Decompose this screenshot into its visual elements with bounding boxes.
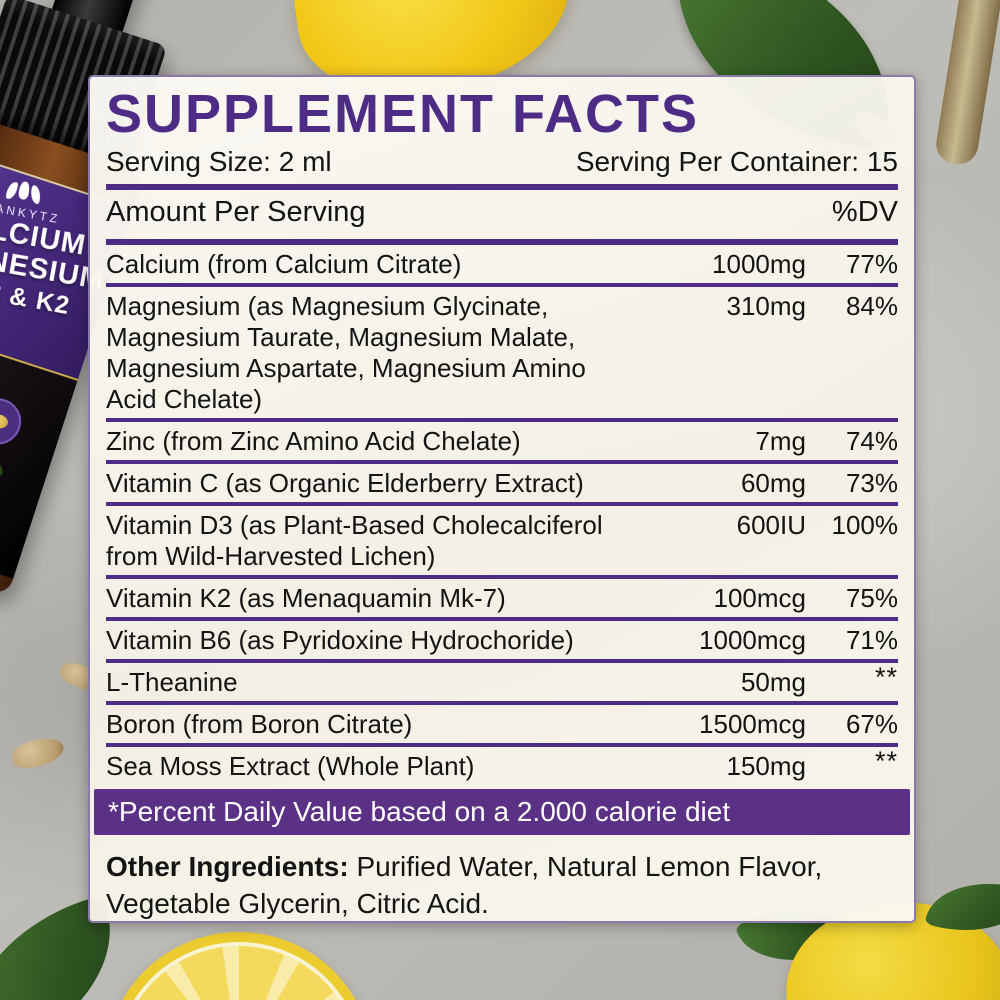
row-divider <box>106 460 898 464</box>
cinnamon-stick-photo <box>933 0 1000 168</box>
row-divider <box>106 701 898 705</box>
other-ingredients-text: Purified Water, Natural Lemon Flavor, Ve… <box>106 851 823 919</box>
nutrient-dv: 71% <box>845 625 898 655</box>
nutrient-name: Vitamin B6 (as Pyridoxine Hydrochoride) <box>106 625 574 655</box>
nutrient-amount: 150mg <box>726 751 807 781</box>
nutrient-name: Boron (from Boron Citrate) <box>106 709 413 739</box>
nutrient-row: L-Theanine 50mg ** <box>106 662 898 701</box>
row-divider <box>106 502 898 506</box>
divider-thick <box>106 184 898 190</box>
nutrient-dv: 73% <box>845 468 898 498</box>
nutrient-amount: 600IU <box>736 510 806 540</box>
supplement-facts-panel: SUPPLEMENT FACTS Serving Size: 2 ml Serv… <box>88 75 916 923</box>
nutrient-row: Calcium (from Calcium Citrate) 1000mg 77% <box>106 245 898 283</box>
nutrient-amount: 7mg <box>755 426 806 456</box>
row-divider <box>106 743 898 747</box>
nutrient-amount: 1000mg <box>712 249 806 279</box>
other-ingredients: Other Ingredients: Purified Water, Natur… <box>106 848 898 922</box>
lemon-badge <box>0 394 25 448</box>
nutrient-row: Vitamin C (as Organic Elderberry Extract… <box>106 464 898 502</box>
nutrient-amount: 60mg <box>740 468 806 498</box>
nutrient-name: Magnesium (as Magnesium Glycinate, Magnes… <box>106 291 586 414</box>
row-divider <box>106 659 898 663</box>
nutrient-amount: 1500mcg <box>699 709 806 739</box>
serving-info-row: Serving Size: 2 ml Serving Per Container… <box>106 145 898 179</box>
panel-title: SUPPLEMENT FACTS <box>106 84 700 144</box>
row-divider <box>106 575 898 579</box>
other-ingredients-label: Other Ingredients: <box>106 851 349 882</box>
row-divider <box>106 283 898 287</box>
leaf-icon <box>17 180 31 201</box>
nutrient-dv: ** <box>874 746 898 776</box>
nutrient-name: Vitamin D3 (as Plant-Based Cholecalcifer… <box>106 510 603 571</box>
cut-lemon-photo-bottom <box>105 932 373 1000</box>
nutrient-dv: 77% <box>845 249 898 279</box>
nutrient-row: Magnesium (as Magnesium Glycinate, Magnes… <box>106 287 898 418</box>
leaf-icon <box>0 449 5 476</box>
nutrient-table: Calcium (from Calcium Citrate) 1000mg 77% M… <box>106 245 898 785</box>
nutrient-row: Boron (from Boron Citrate) 1500mcg 67% <box>106 705 898 743</box>
bottle-volume-text: OZ / 30 ML <box>0 506 23 557</box>
lemon-icon <box>0 412 10 430</box>
row-divider <box>106 418 898 422</box>
divider-thick <box>106 239 898 245</box>
nutrient-dv: 74% <box>845 426 898 456</box>
nutrient-dv: 67% <box>845 709 898 739</box>
nutrient-amount: 310mg <box>726 291 807 321</box>
nutrient-name: Vitamin K2 (as Menaquamin Mk-7) <box>106 583 506 613</box>
leaf-icon <box>29 184 43 205</box>
table-header-row: Amount Per Serving %DV <box>106 190 898 234</box>
nutrient-dv: 100% <box>831 510 899 540</box>
nutrient-amount: 50mg <box>740 667 806 697</box>
nutrient-name: Zinc (from Zinc Amino Acid Chelate) <box>106 426 521 456</box>
nutrient-amount: 1000mcg <box>699 625 806 655</box>
lemon-seed <box>9 734 67 772</box>
nutrient-dv: 75% <box>845 583 898 613</box>
serving-per-container-text: Serving Per Container: 15 <box>575 146 898 177</box>
amount-per-serving-header: Amount Per Serving <box>106 196 366 228</box>
leaf-icon <box>5 180 19 201</box>
nutrient-row: Sea Moss Extract (Whole Plant) 150mg ** <box>106 746 898 785</box>
nutrient-amount: 100mcg <box>713 583 807 613</box>
percent-dv-header: %DV <box>831 196 898 228</box>
nutrient-name: Calcium (from Calcium Citrate) <box>106 249 462 279</box>
daily-value-footnote-banner: *Percent Daily Value based on a 2.000 ca… <box>94 789 910 835</box>
nutrient-name: Vitamin C (as Organic Elderberry Extract… <box>106 468 584 498</box>
nutrient-name: L-Theanine <box>106 667 238 697</box>
serving-size-text: Serving Size: 2 ml <box>106 146 332 177</box>
nutrient-row: Vitamin D3 (as Plant-Based Cholecalcifer… <box>106 506 898 575</box>
nutrient-row: Vitamin B6 (as Pyridoxine Hydrochoride) 1… <box>106 621 898 659</box>
row-divider <box>106 617 898 621</box>
nutrient-dv: ** <box>874 662 898 692</box>
nutrient-dv: 84% <box>845 291 898 321</box>
nutrient-name: Sea Moss Extract (Whole Plant) <box>106 751 475 781</box>
nutrient-row: Zinc (from Zinc Amino Acid Chelate) 7mg 74… <box>106 422 898 460</box>
nutrient-row: Vitamin K2 (as Menaquamin Mk-7) 100mcg 75% <box>106 579 898 617</box>
